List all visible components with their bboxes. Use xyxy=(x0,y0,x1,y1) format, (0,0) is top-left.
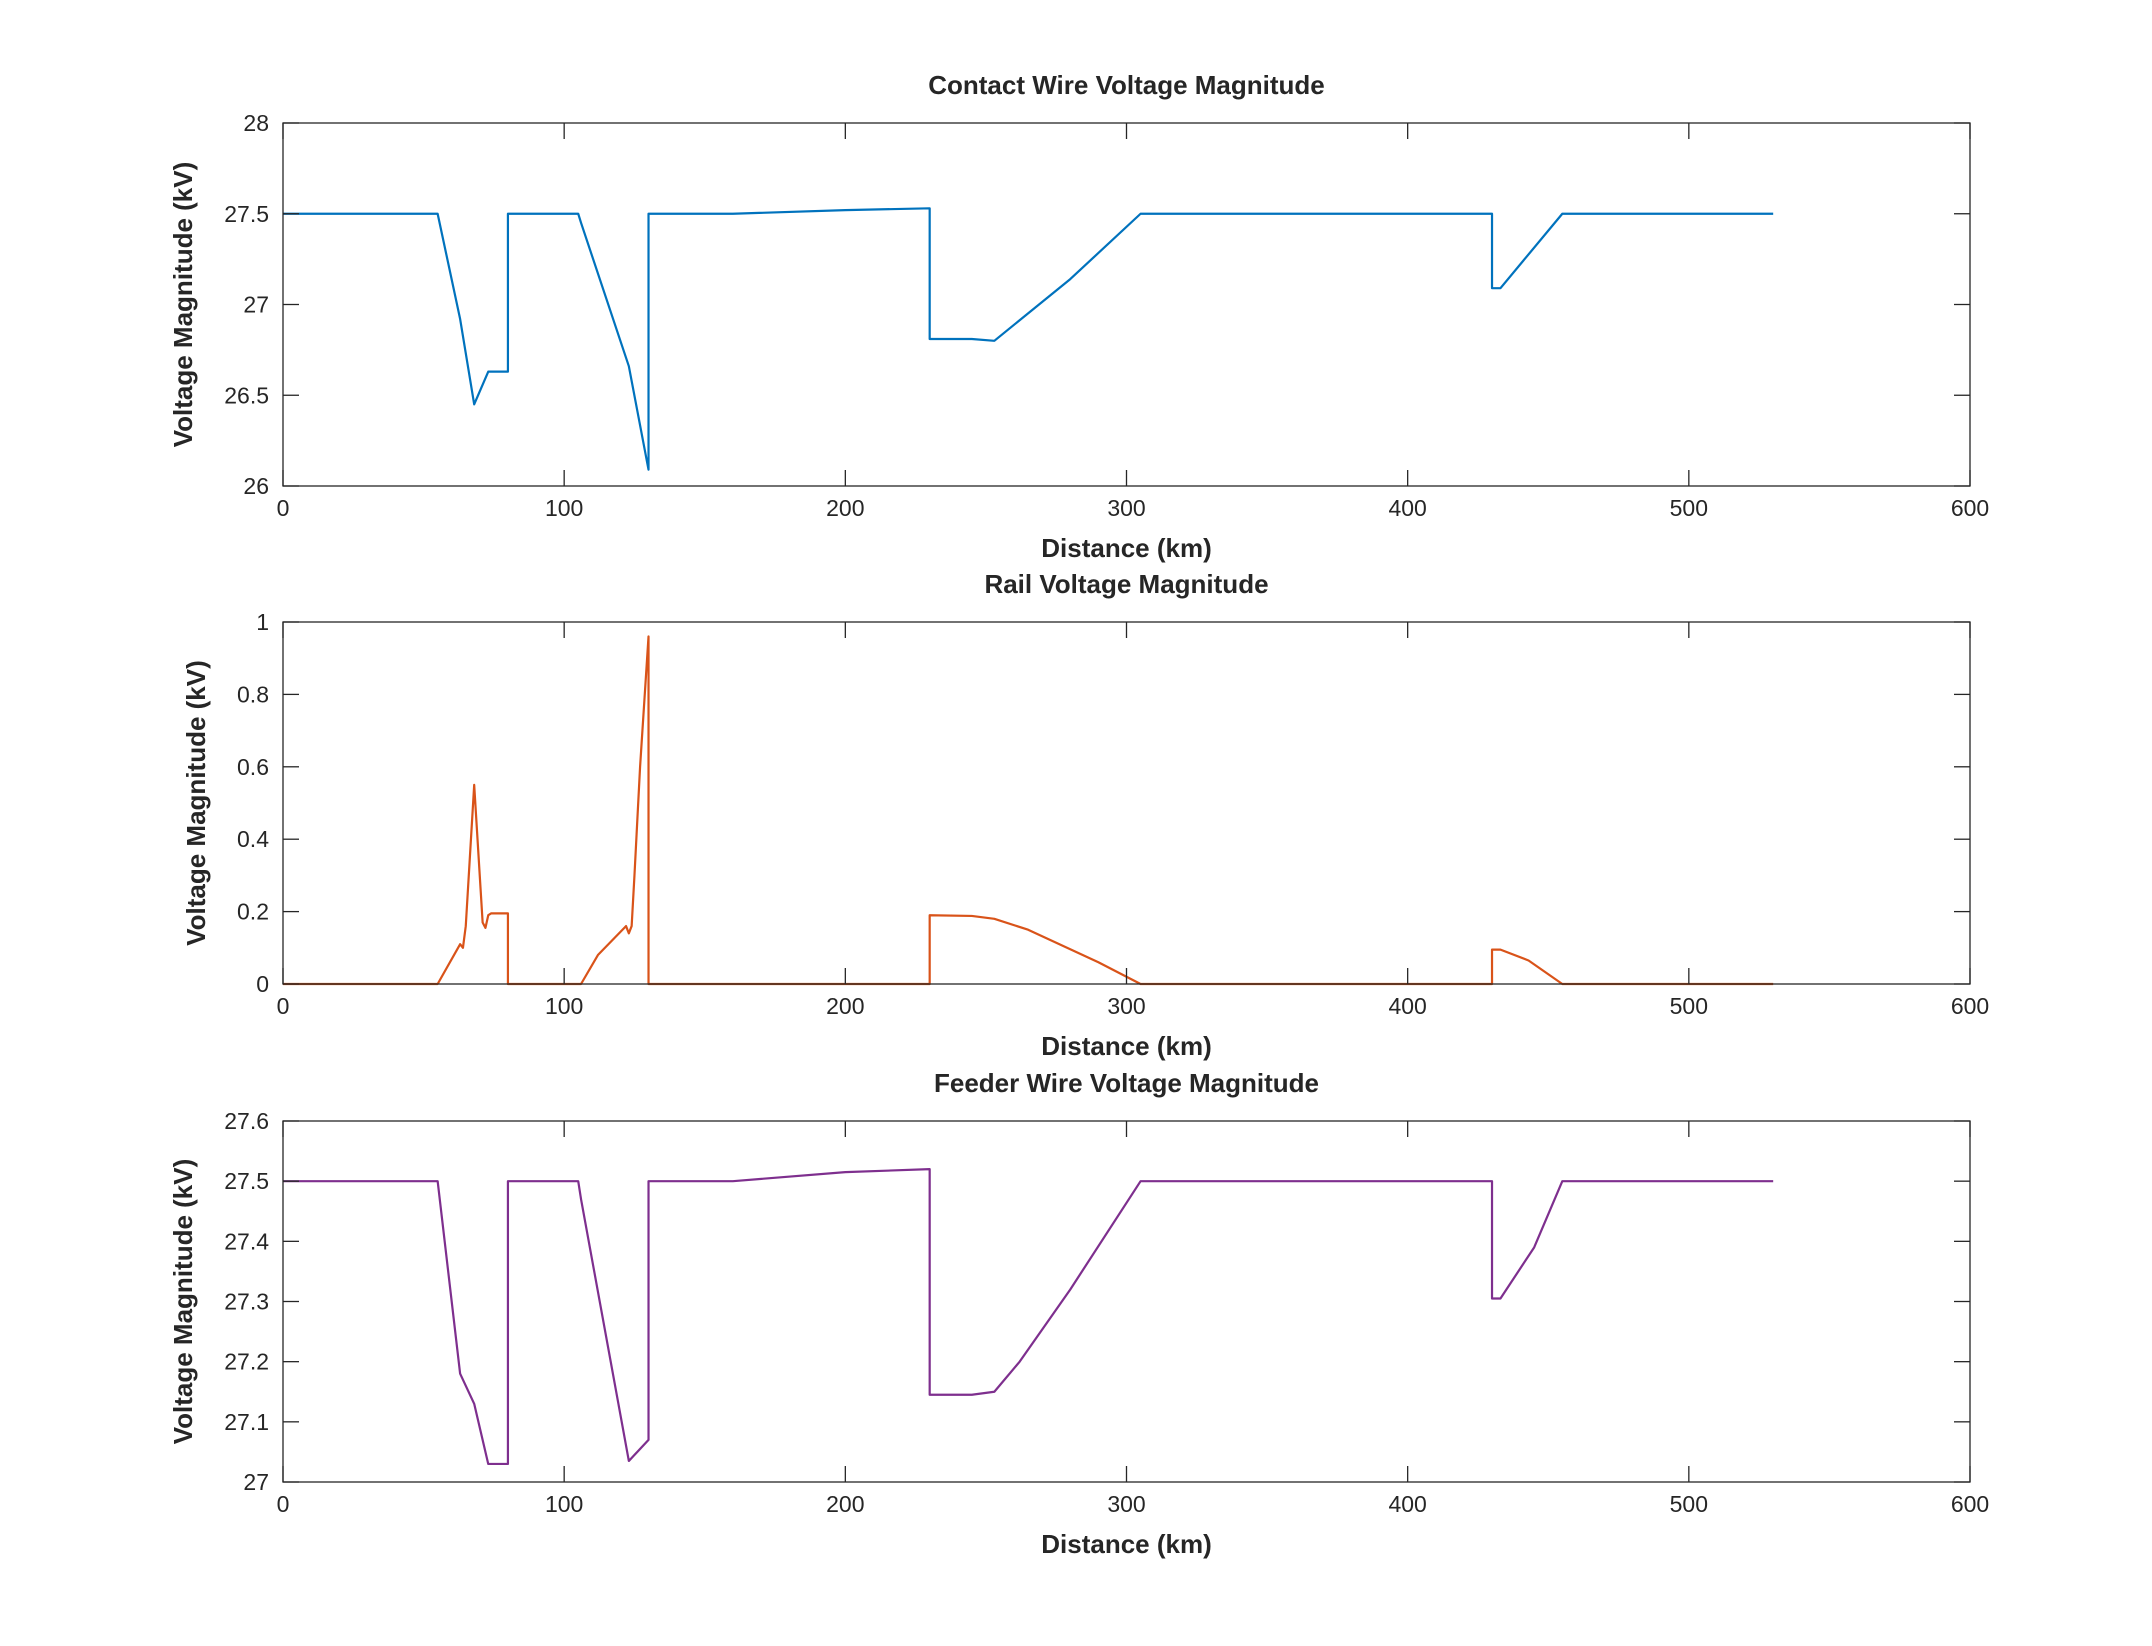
y-tick-label: 26 xyxy=(243,473,269,499)
y-tick-label: 1 xyxy=(256,609,269,635)
x-tick-label: 600 xyxy=(1951,495,1989,521)
y-tick-label: 28 xyxy=(243,110,269,136)
y-axis-label: Voltage Magnitude (kV) xyxy=(168,1159,198,1445)
axes-box xyxy=(282,1120,1971,1483)
chart-title: Rail Voltage Magnitude xyxy=(984,569,1268,599)
y-tick-label: 0.6 xyxy=(237,754,269,780)
x-tick-label: 300 xyxy=(1107,495,1145,521)
x-tick-label: 400 xyxy=(1388,495,1426,521)
x-tick-label: 400 xyxy=(1388,993,1426,1019)
x-tick-label: 500 xyxy=(1670,1491,1708,1517)
y-tick-label: 27 xyxy=(243,292,269,318)
y-tick-label: 27.5 xyxy=(224,1168,269,1194)
x-tick-label: 500 xyxy=(1670,993,1708,1019)
y-tick-label: 0 xyxy=(256,971,269,997)
x-tick-label: 200 xyxy=(826,495,864,521)
x-tick-label: 300 xyxy=(1107,993,1145,1019)
x-tick-label: 600 xyxy=(1951,993,1989,1019)
x-tick-label: 100 xyxy=(545,993,583,1019)
subplot-3: Feeder Wire Voltage Magnitude 0 100 200 300 4… xyxy=(168,1068,1989,1559)
x-tick-label: 0 xyxy=(277,1491,290,1517)
y-tick-label: 27.6 xyxy=(224,1108,269,1134)
x-tick-label: 200 xyxy=(826,1491,864,1517)
x-tick-label: 400 xyxy=(1388,1491,1426,1517)
chart-title: Contact Wire Voltage Magnitude xyxy=(928,70,1325,100)
y-tick-label: 0.2 xyxy=(237,899,269,925)
y-tick-label: 27.3 xyxy=(224,1289,269,1315)
x-tick-label: 600 xyxy=(1951,1491,1989,1517)
x-tick-label: 0 xyxy=(277,993,290,1019)
series-line-1 xyxy=(283,635,1774,986)
x-tick-label: 100 xyxy=(545,495,583,521)
x-axis-label: Distance (km) xyxy=(1041,533,1212,563)
x-axis-label: Distance (km) xyxy=(1041,1031,1212,1061)
y-tick-label: 27 xyxy=(243,1469,269,1495)
y-tick-label: 0.4 xyxy=(237,826,269,852)
x-tick-label: 0 xyxy=(277,495,290,521)
chart-title: Feeder Wire Voltage Magnitude xyxy=(934,1068,1319,1098)
subplot-1: Contact Wire Voltage Magnitude 0 100 200 300… xyxy=(168,70,1989,563)
x-axis-label: Distance (km) xyxy=(1041,1529,1212,1559)
x-tick-label: 500 xyxy=(1670,495,1708,521)
y-tick-label: 27.1 xyxy=(224,1409,269,1435)
axes-box xyxy=(282,122,1971,487)
y-tick-label: 26.5 xyxy=(224,382,269,408)
axes-box xyxy=(282,621,1971,985)
y-tick-label: 0.8 xyxy=(237,681,269,707)
y-axis-label: Voltage Magnitude (kV) xyxy=(168,162,198,448)
subplot-2: Rail Voltage Magnitude 0 100 200 300 400 500 60… xyxy=(181,569,1989,1061)
y-axis-label: Voltage Magnitude (kV) xyxy=(181,660,211,946)
series-line-1 xyxy=(283,207,1774,471)
series-line-1 xyxy=(283,1168,1774,1466)
y-tick-label: 27.4 xyxy=(224,1228,269,1254)
x-tick-label: 200 xyxy=(826,993,864,1019)
y-tick-label: 27.2 xyxy=(224,1349,269,1375)
x-tick-label: 300 xyxy=(1107,1491,1145,1517)
y-tick-label: 27.5 xyxy=(224,201,269,227)
x-tick-label: 100 xyxy=(545,1491,583,1517)
